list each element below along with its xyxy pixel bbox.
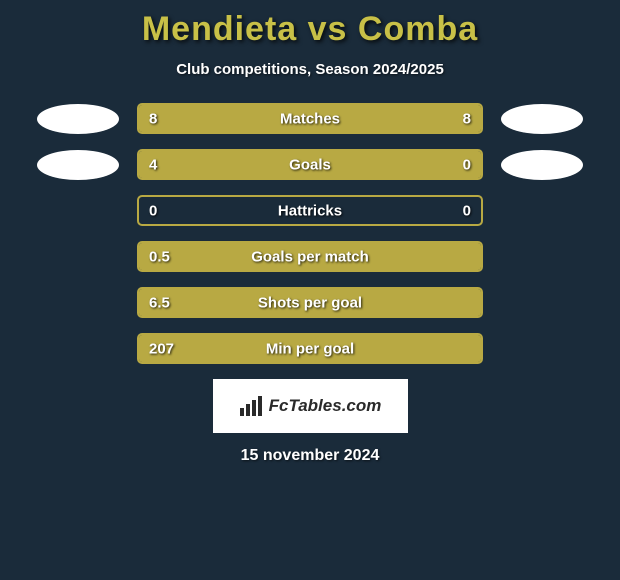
stat-value-left: 0 [149, 202, 157, 219]
bar-fill-left [139, 151, 396, 178]
stat-row: 0.5 Goals per match [0, 241, 620, 272]
stat-row: 8 Matches 8 [0, 103, 620, 134]
stat-value-left: 4 [149, 156, 157, 173]
stat-value-right: 0 [463, 202, 471, 219]
stat-value-left: 207 [149, 340, 174, 357]
stat-bar: 207 Min per goal [137, 333, 483, 364]
stat-bar: 0 Hattricks 0 [137, 195, 483, 226]
player-left-avatar [37, 104, 119, 134]
stats-chart-area: 8 Matches 8 4 Goals 0 0 Hattricks 0 0.5 Goals per … [0, 103, 620, 364]
chart-icon [239, 396, 263, 416]
stat-label: Matches [280, 110, 340, 127]
player-right-avatar [501, 104, 583, 134]
stat-bar: 6.5 Shots per goal [137, 287, 483, 318]
source-logo: FcTables.com [213, 379, 408, 433]
stat-label: Goals [289, 156, 331, 173]
stat-row: 4 Goals 0 [0, 149, 620, 180]
page-title: Mendieta vs Comba [142, 10, 478, 49]
stat-bar: 0.5 Goals per match [137, 241, 483, 272]
stat-row: 6.5 Shots per goal [0, 287, 620, 318]
player-right-avatar [501, 150, 583, 180]
stat-value-right: 0 [463, 156, 471, 173]
comparison-container: Mendieta vs Comba Club competitions, Sea… [0, 0, 620, 580]
stat-value-right: 8 [463, 110, 471, 127]
player-left-avatar [37, 150, 119, 180]
stat-label: Goals per match [251, 248, 369, 265]
date-text: 15 november 2024 [241, 447, 380, 465]
stat-value-left: 0.5 [149, 248, 170, 265]
stat-bar: 8 Matches 8 [137, 103, 483, 134]
stat-label: Shots per goal [258, 294, 362, 311]
stat-value-left: 6.5 [149, 294, 170, 311]
stat-label: Min per goal [266, 340, 354, 357]
stat-row: 0 Hattricks 0 [0, 195, 620, 226]
stat-label: Hattricks [278, 202, 342, 219]
stat-bar: 4 Goals 0 [137, 149, 483, 180]
logo-text: FcTables.com [269, 396, 382, 416]
page-subtitle: Club competitions, Season 2024/2025 [176, 61, 444, 78]
stat-value-left: 8 [149, 110, 157, 127]
stat-row: 207 Min per goal [0, 333, 620, 364]
